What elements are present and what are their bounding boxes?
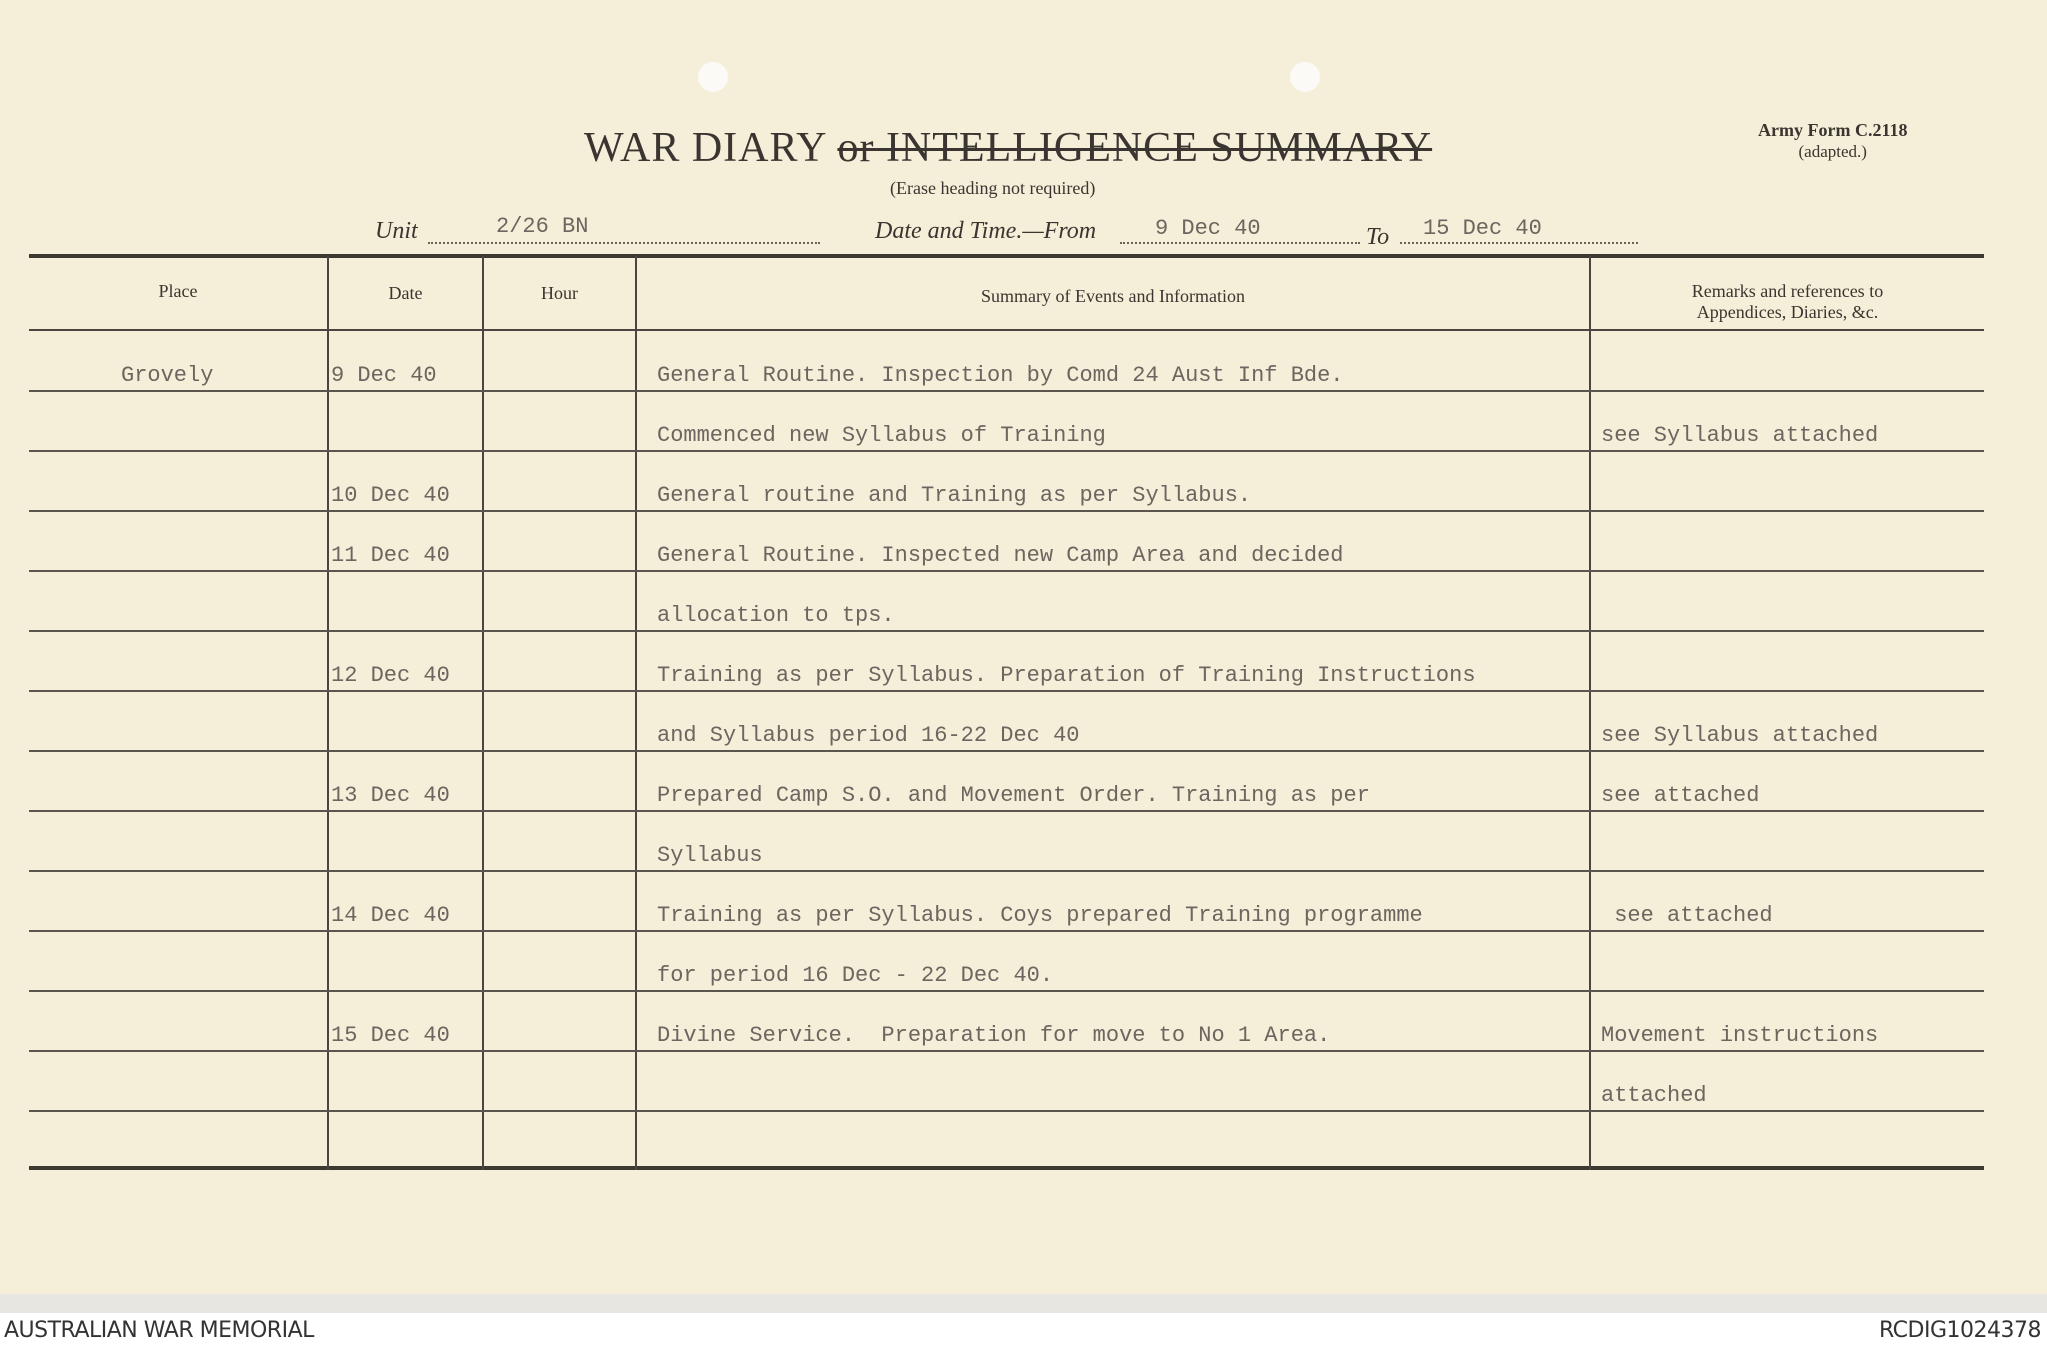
date-from-value: 9 Dec 40 [1155,216,1261,241]
summary-cell: Prepared Camp S.O. and Movement Order. T… [657,783,1370,808]
date-cell: 14 Dec 40 [331,903,450,928]
unit-value: 2/26 BN [496,214,589,239]
remarks-cell: see attached [1601,783,1760,808]
remarks-cell: attached [1601,1083,1707,1108]
date-label: Date and Time.—From [875,218,1097,244]
table-row: for period 16 Dec - 22 Dec 40. [29,930,1984,992]
footer-id: RCDIG1024378 [1878,1318,2042,1343]
table-row: Commenced new Syllabus of Training see Sy… [29,390,1984,452]
column-divider [327,256,329,1170]
unit-line [428,242,820,244]
date-to-line [1400,242,1638,244]
date-cell: 12 Dec 40 [331,663,450,688]
summary-cell: Training as per Syllabus. Coys prepared … [657,903,1423,928]
summary-cell: for period 16 Dec - 22 Dec 40. [657,963,1054,988]
column-divider [482,256,484,1170]
date-cell: 10 Dec 40 [331,483,450,508]
title-main: WAR DIARY [584,125,826,171]
army-form-number: Army Form C.2118 [1758,120,1908,140]
header-remarks-line: Remarks and references to [1691,281,1884,301]
top-rule [29,254,1984,258]
header-remarks: Remarks and references to Appendices, Di… [1591,281,1984,323]
remarks-cell: see attached [1601,903,1773,928]
page-title: WAR DIARY or INTELLIGENCE SUMMARY [584,124,1432,172]
date-cell: 9 Dec 40 [331,363,437,388]
footer-source: AUSTRALIAN WAR MEMORIAL [4,1318,314,1343]
header-place: Place [158,281,198,301]
column-divider [635,256,637,1170]
unit-label: Unit [375,218,418,244]
punch-hole [1290,62,1320,92]
header-summary: Summary of Events and Information [981,286,1245,306]
column-divider [1589,256,1591,1170]
table-row: Syllabus [29,810,1984,872]
table-row: 15 Dec 40 Divine Service. Preparation for… [29,990,1984,1052]
subtitle: (Erase heading not required) [890,178,1096,198]
table-row: 10 Dec 40 General routine and Training as… [29,450,1984,512]
place-cell: Grovely [121,363,214,388]
summary-cell: General Routine. Inspected new Camp Area… [657,543,1344,568]
date-cell: 15 Dec 40 [331,1023,450,1048]
summary-cell: General Routine. Inspection by Comd 24 A… [657,363,1344,388]
header-date: Date [388,283,423,303]
punch-hole [698,62,728,92]
table-row: allocation to tps. [29,570,1984,632]
table-row: 13 Dec 40 Prepared Camp S.O. and Movement… [29,750,1984,812]
remarks-cell: see Syllabus attached [1601,723,1879,748]
header-rule [29,329,1984,331]
remarks-cell: Movement instructions [1601,1023,1879,1048]
remarks-cell: see Syllabus attached [1601,423,1879,448]
to-label: To [1366,224,1390,250]
bottom-rule [29,1166,1984,1170]
army-form-note: (adapted.) [1798,142,1867,161]
summary-cell: Commenced new Syllabus of Training [657,423,1106,448]
summary-cell: Syllabus [657,843,763,868]
date-cell: 13 Dec 40 [331,783,450,808]
header-hour: Hour [541,283,578,303]
date-to-value: 15 Dec 40 [1423,216,1542,241]
table-row: Grovely 9 Dec 40 General Routine. Inspecti… [29,330,1984,392]
table-row: 12 Dec 40 Training as per Syllabus. Prepa… [29,630,1984,692]
header-remarks-line: Appendices, Diaries, &c. [1696,302,1879,322]
summary-cell: General routine and Training as per Syll… [657,483,1252,508]
summary-cell: allocation to tps. [657,603,895,628]
army-form-label: Army Form C.2118 (adapted.) [1758,120,1907,162]
date-from-line [1120,242,1360,244]
scan-edge [0,1294,2047,1313]
table-row: attached [29,1050,1984,1112]
table-row: 11 Dec 40 General Routine. Inspected new … [29,510,1984,572]
table-row: and Syllabus period 16-22 Dec 40 see Syll… [29,690,1984,752]
summary-cell: Divine Service. Preparation for move to … [657,1023,1331,1048]
diary-page: WAR DIARY or INTELLIGENCE SUMMARY (Erase… [0,0,2047,1313]
summary-cell: Training as per Syllabus. Preparation of… [657,663,1476,688]
date-cell: 11 Dec 40 [331,543,450,568]
title-struck: or INTELLIGENCE SUMMARY [837,125,1433,171]
table-row: 14 Dec 40 Training as per Syllabus. Coys … [29,870,1984,932]
summary-cell: and Syllabus period 16-22 Dec 40 [657,723,1080,748]
